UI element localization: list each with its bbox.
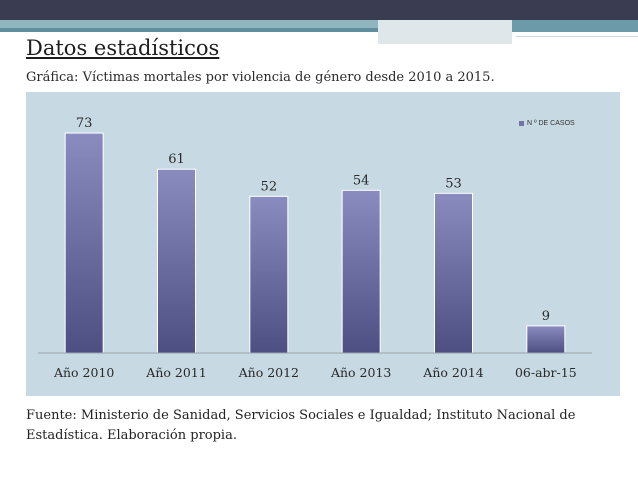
header-strip — [0, 20, 638, 28]
header-accent-dark — [378, 0, 638, 20]
chart-legend: N º DE CASOS — [519, 120, 575, 127]
x-tick-label-2: Año 2012 — [238, 365, 299, 380]
header-accent-box — [378, 20, 512, 44]
data-label-3: 54 — [353, 173, 370, 188]
bar-1 — [157, 168, 196, 354]
data-label-4: 53 — [445, 176, 462, 191]
bar-4 — [434, 192, 473, 354]
slide-title: Datos estadísticos — [26, 36, 220, 60]
x-tick-label-1: Año 2011 — [145, 365, 206, 380]
bar-0 — [64, 132, 104, 354]
header-strip-dark — [0, 28, 638, 32]
legend-swatch — [519, 121, 524, 126]
legend-label: N º DE CASOS — [527, 120, 575, 127]
data-label-0: 73 — [76, 116, 93, 131]
bar-chart: 73 Año 2010 61 Año 2011 52 Año 2012 54 Año 2013… — [38, 116, 592, 380]
data-label-5: 9 — [542, 309, 550, 324]
bar-2 — [249, 195, 289, 354]
bar-3 — [341, 189, 381, 354]
data-label-1: 61 — [168, 152, 185, 167]
chart-subtitle: Gráfica: Víctimas mortales por violencia… — [26, 70, 495, 85]
source-note: Fuente: Ministerio de Sanidad, Servicios… — [26, 406, 622, 446]
chart-area: 73 Año 2010 61 Año 2011 52 Año 2012 54 Año 2013… — [26, 92, 620, 396]
bar-5 — [526, 325, 566, 354]
x-tick-label-4: Año 2014 — [422, 365, 483, 380]
x-tick-label-3: Año 2013 — [330, 365, 391, 380]
header-accent — [378, 0, 638, 45]
x-tick-label-5: 06-abr-15 — [515, 365, 577, 380]
x-tick-label-0: Año 2010 — [53, 365, 114, 380]
header-accent-white — [516, 36, 638, 45]
source-text: Fuente: Ministerio de Sanidad, Servicios… — [26, 408, 576, 443]
data-label-2: 52 — [261, 179, 278, 194]
header-accent-teal — [512, 20, 638, 32]
